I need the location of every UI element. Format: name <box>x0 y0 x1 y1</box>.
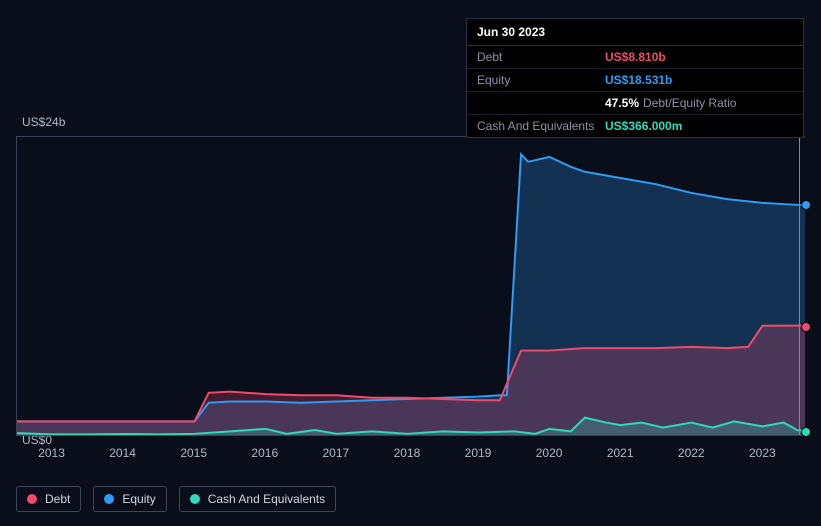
tooltip-value-ratio: 47.5% <box>605 96 639 110</box>
x-tick: 2019 <box>465 446 492 460</box>
tooltip-label-debt: Debt <box>477 50 605 64</box>
y-axis-max-label: US$24b <box>22 115 65 129</box>
tooltip-label-ratio <box>477 96 605 110</box>
tooltip-row-ratio: 47.5% Debt/Equity Ratio <box>467 92 803 115</box>
cursor-dot-equity <box>801 200 811 210</box>
chart-tooltip: Jun 30 2023 Debt US$8.810b Equity US$18.… <box>466 18 804 138</box>
tooltip-suffix-ratio: Debt/Equity Ratio <box>643 96 736 110</box>
chart-svg <box>17 137 805 435</box>
chart[interactable]: US$24b US$0 2013201420152016201720182019… <box>16 122 805 462</box>
legend-swatch-equity <box>104 494 114 504</box>
tooltip-value-equity: US$18.531b <box>605 73 672 87</box>
x-tick: 2022 <box>678 446 705 460</box>
x-tick: 2014 <box>109 446 136 460</box>
x-tick: 2021 <box>607 446 634 460</box>
x-tick: 2017 <box>323 446 350 460</box>
tooltip-label-equity: Equity <box>477 73 605 87</box>
x-tick: 2016 <box>251 446 278 460</box>
legend-label-equity: Equity <box>122 492 155 506</box>
cursor-dot-debt <box>801 322 811 332</box>
plot-area[interactable] <box>16 136 805 436</box>
legend: Debt Equity Cash And Equivalents <box>16 486 336 512</box>
legend-item-debt[interactable]: Debt <box>16 486 81 512</box>
x-axis: 2013 2014 2015 2016 2017 2018 2019 2020 2021 2022… <box>16 438 805 462</box>
tooltip-label-cash: Cash And Equivalents <box>477 119 605 133</box>
tooltip-row-debt: Debt US$8.810b <box>467 46 803 69</box>
x-tick: 2020 <box>536 446 563 460</box>
x-tick: 2018 <box>394 446 421 460</box>
legend-swatch-cash <box>190 494 200 504</box>
cursor-dot-cash <box>801 427 811 437</box>
tooltip-row-equity: Equity US$18.531b <box>467 69 803 92</box>
legend-label-cash: Cash And Equivalents <box>208 492 325 506</box>
legend-label-debt: Debt <box>45 492 70 506</box>
tooltip-row-cash: Cash And Equivalents US$366.000m <box>467 115 803 137</box>
x-tick: 2013 <box>38 446 65 460</box>
legend-swatch-debt <box>27 494 37 504</box>
tooltip-value-debt: US$8.810b <box>605 50 666 64</box>
tooltip-value-cash: US$366.000m <box>605 119 682 133</box>
x-tick: 2015 <box>180 446 207 460</box>
tooltip-date: Jun 30 2023 <box>467 19 803 46</box>
legend-item-equity[interactable]: Equity <box>93 486 166 512</box>
cursor-line <box>799 137 800 435</box>
x-tick: 2023 <box>749 446 776 460</box>
legend-item-cash[interactable]: Cash And Equivalents <box>179 486 336 512</box>
